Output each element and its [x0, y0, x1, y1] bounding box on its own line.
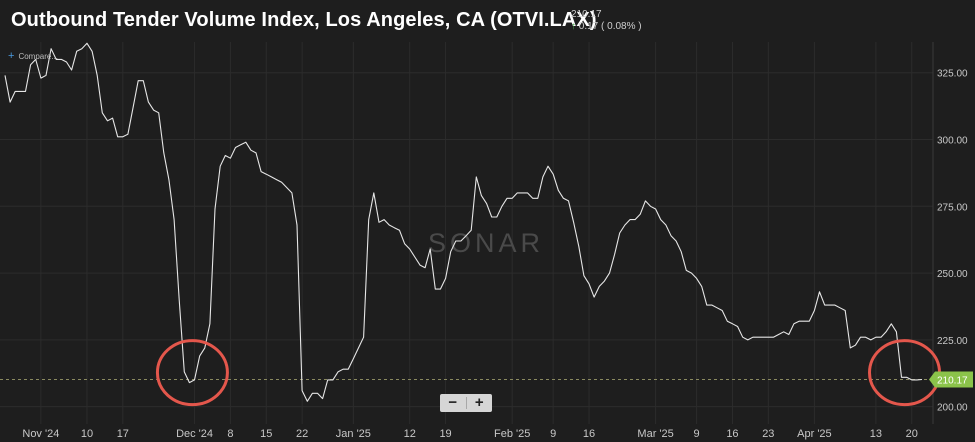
up-arrow-icon: ↑ [571, 21, 576, 32]
quote-panel: 210.17 ↑ 0.17 ( 0.08% ) [571, 9, 642, 33]
zoom-in-button[interactable]: + [474, 394, 484, 411]
y-tick-label: 225.00 [937, 336, 968, 347]
plus-icon: + [8, 50, 15, 62]
x-tick-label: 16 [583, 428, 595, 440]
x-tick-label: 12 [404, 428, 416, 440]
x-tick-label: 23 [762, 428, 774, 440]
current-value-tag-bg [929, 371, 973, 388]
x-tick-label: Jan '25 [336, 428, 371, 440]
zoom-divider [465, 397, 467, 409]
compare-button[interactable]: + Compare... [8, 50, 58, 62]
sonar-watermark: SONAR [428, 228, 544, 258]
x-tick-label: 20 [906, 428, 918, 440]
series-line-otvi-lax [4, 42, 923, 402]
grid-lines [0, 42, 933, 424]
x-tick-label: 9 [694, 428, 700, 440]
highlight-annotations [155, 339, 942, 407]
x-tick-label: 13 [870, 428, 882, 440]
x-tick-label: 16 [726, 428, 738, 440]
x-tick-label: 10 [81, 428, 93, 440]
x-tick-label: 15 [260, 428, 272, 440]
y-tick-label: 300.00 [937, 136, 968, 147]
x-tick-label: Apr '25 [797, 428, 832, 440]
change-value: 0.17 ( 0.08% ) [578, 21, 642, 32]
x-tick-label: 17 [117, 428, 129, 440]
x-tick-label: Nov '24 [22, 428, 59, 440]
y-tick-label: 250.00 [937, 269, 968, 280]
y-axis: 200.00 225.00 250.00 275.00 300.00 325.00 [937, 69, 968, 414]
x-tick-label: Feb '25 [494, 428, 530, 440]
compare-label: Compare... [18, 52, 59, 61]
current-value-tag: 210.17 [929, 371, 973, 388]
current-value-label: 210.17 [937, 375, 968, 386]
y-tick-label: 325.00 [937, 69, 968, 80]
x-tick-label: Mar '25 [637, 428, 673, 440]
page-title: Outbound Tender Volume Index, Los Angele… [11, 9, 597, 31]
x-tick-label: 8 [227, 428, 233, 440]
last-value: 210.17 [571, 9, 602, 20]
x-axis: Nov '24 10 17 Dec '24 8 15 22 Jan '25 12 19 Feb '2… [22, 428, 917, 440]
x-tick-label: 9 [550, 428, 556, 440]
highlight-circle [155, 339, 229, 407]
zoom-out-button[interactable]: − [448, 394, 458, 411]
x-tick-label: 19 [439, 428, 451, 440]
y-tick-label: 200.00 [937, 403, 968, 414]
change-row: ↑ 0.17 ( 0.08% ) [571, 21, 642, 33]
zoom-controls: − + [440, 394, 492, 412]
x-tick-label: 22 [296, 428, 308, 440]
highlight-circle [868, 339, 942, 407]
x-tick-label: Dec '24 [176, 428, 213, 440]
y-tick-label: 275.00 [937, 202, 968, 213]
